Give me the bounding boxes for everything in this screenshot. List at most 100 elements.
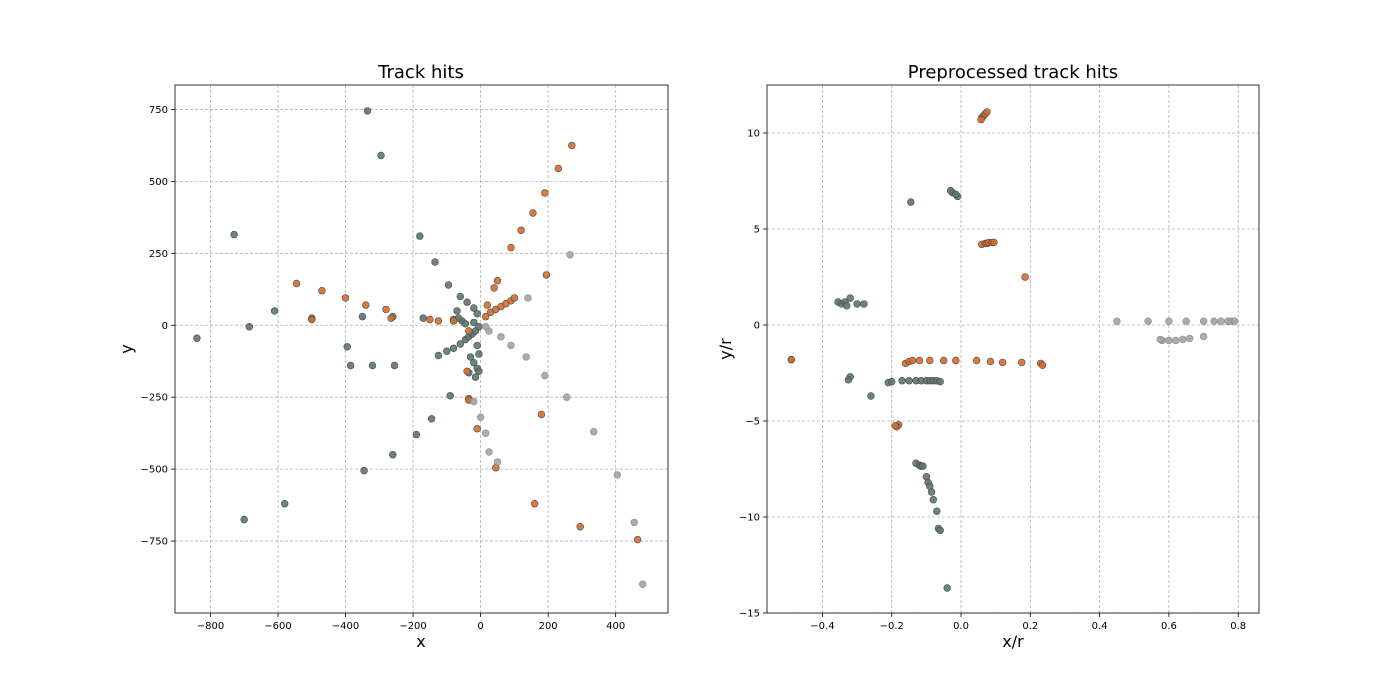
data-point-dark	[463, 298, 471, 306]
ticks-preprocessed: −0.4 −0.2 0.0 0.2 0.4 0.6 0.8 −15 −10 −5 0 5 10	[739, 129, 1246, 633]
data-point-orange	[990, 238, 998, 247]
chart-title-preprocessed: Preprocessed track hits	[908, 62, 1118, 83]
data-point-light	[1210, 317, 1218, 325]
y-tick-label: −10	[739, 513, 760, 524]
y-axis-label-preprocessed: y/r	[716, 338, 735, 360]
data-point-orange	[318, 287, 326, 295]
data-point-orange	[972, 356, 981, 365]
y-tick-label: 250	[149, 249, 168, 260]
data-point-light	[524, 294, 532, 302]
data-point-light	[1179, 335, 1187, 344]
data-point-dark	[377, 151, 385, 160]
data-point-light	[507, 341, 515, 350]
data-point-dark	[343, 343, 351, 351]
data-point-orange	[537, 410, 546, 419]
data-point-dark	[853, 300, 861, 308]
x-tick-label: −0.4	[810, 621, 834, 632]
data-point-orange	[952, 356, 960, 365]
data-point-dark	[905, 377, 913, 385]
points-preprocessed	[787, 108, 1239, 592]
data-point-light	[613, 471, 621, 479]
data-point-dark	[898, 377, 906, 385]
data-point-orange	[426, 315, 434, 324]
data-point-light	[470, 397, 478, 406]
data-point-dark	[466, 353, 475, 361]
y-tick-label: 10	[747, 129, 760, 140]
data-point-orange	[490, 284, 498, 292]
data-point-light	[630, 518, 638, 527]
data-point-orange	[341, 294, 350, 302]
data-point-orange	[576, 522, 584, 531]
x-axis-label-track-hits: x	[416, 632, 425, 651]
data-point-dark	[470, 304, 478, 312]
data-point-orange	[493, 277, 502, 285]
data-point-orange	[449, 317, 458, 325]
panel-preprocessed: Preprocessed track hits −0.4 −0.2 0.0 0.2 0.…	[716, 62, 1260, 651]
x-tick-label: 0	[477, 621, 483, 632]
data-point-light	[482, 429, 490, 437]
data-point-dark	[456, 340, 464, 348]
x-tick-label: −400	[332, 621, 359, 632]
data-point-dark	[449, 344, 458, 352]
data-point-orange	[554, 164, 562, 173]
grid-preprocessed	[767, 85, 1259, 614]
data-point-dark	[416, 232, 424, 240]
y-tick-label: 5	[754, 225, 760, 236]
x-tick-label: 0.0	[953, 621, 969, 632]
data-point-orange	[1021, 273, 1029, 281]
data-point-dark	[456, 292, 464, 301]
y-tick-label: −500	[141, 465, 168, 476]
data-point-dark	[475, 323, 483, 331]
y-tick-label: −5	[745, 417, 760, 428]
data-point-light	[1185, 334, 1194, 343]
data-point-orange	[530, 500, 539, 508]
data-point-dark	[389, 451, 397, 459]
chart-title-track-hits: Track hits	[377, 62, 464, 83]
data-point-orange	[1038, 361, 1047, 369]
data-point-dark	[419, 314, 427, 322]
data-point-orange	[787, 355, 795, 364]
data-point-dark	[363, 107, 372, 115]
data-point-orange	[308, 315, 316, 324]
data-point-orange	[998, 358, 1007, 367]
x-tick-label: −200	[399, 621, 426, 632]
data-point-dark	[867, 392, 875, 400]
data-point-orange	[915, 356, 924, 365]
data-point-dark	[470, 359, 478, 367]
data-point-dark	[431, 258, 439, 266]
data-point-light	[541, 371, 549, 380]
data-point-light	[493, 458, 502, 466]
data-point-orange	[542, 271, 551, 279]
data-point-dark	[475, 367, 483, 375]
data-point-light	[482, 323, 490, 331]
data-point-light	[589, 428, 598, 436]
data-point-dark	[943, 584, 951, 592]
y-tick-label: 0	[162, 321, 168, 332]
data-point-orange	[434, 317, 443, 325]
data-point-light	[1199, 317, 1208, 325]
ticks-track-hits: −800 −600 −400 −200 0 200 400 −750 −500 −250 0 250 5…	[141, 105, 626, 632]
data-point-orange	[473, 425, 481, 433]
data-point-orange	[1017, 358, 1026, 367]
y-tick-label: 750	[149, 105, 168, 116]
x-tick-label: 0.4	[1092, 621, 1108, 632]
data-point-orange	[939, 356, 948, 365]
data-point-orange	[541, 189, 549, 197]
data-point-dark	[358, 312, 367, 321]
plot-frame-track-hits	[174, 84, 669, 614]
data-point-orange	[529, 209, 537, 217]
x-tick-label: 0.6	[1161, 621, 1177, 632]
data-point-dark	[193, 334, 201, 342]
x-tick-label: 200	[539, 621, 558, 632]
data-point-light	[497, 333, 505, 341]
data-point-dark	[842, 302, 851, 310]
data-point-orange	[292, 279, 301, 288]
data-point-dark	[473, 310, 481, 318]
data-point-light	[562, 393, 571, 401]
data-point-orange	[382, 305, 390, 314]
data-point-light	[638, 580, 647, 588]
data-point-light	[1113, 317, 1121, 325]
data-point-dark	[946, 186, 955, 195]
x-tick-label: 400	[606, 621, 625, 632]
